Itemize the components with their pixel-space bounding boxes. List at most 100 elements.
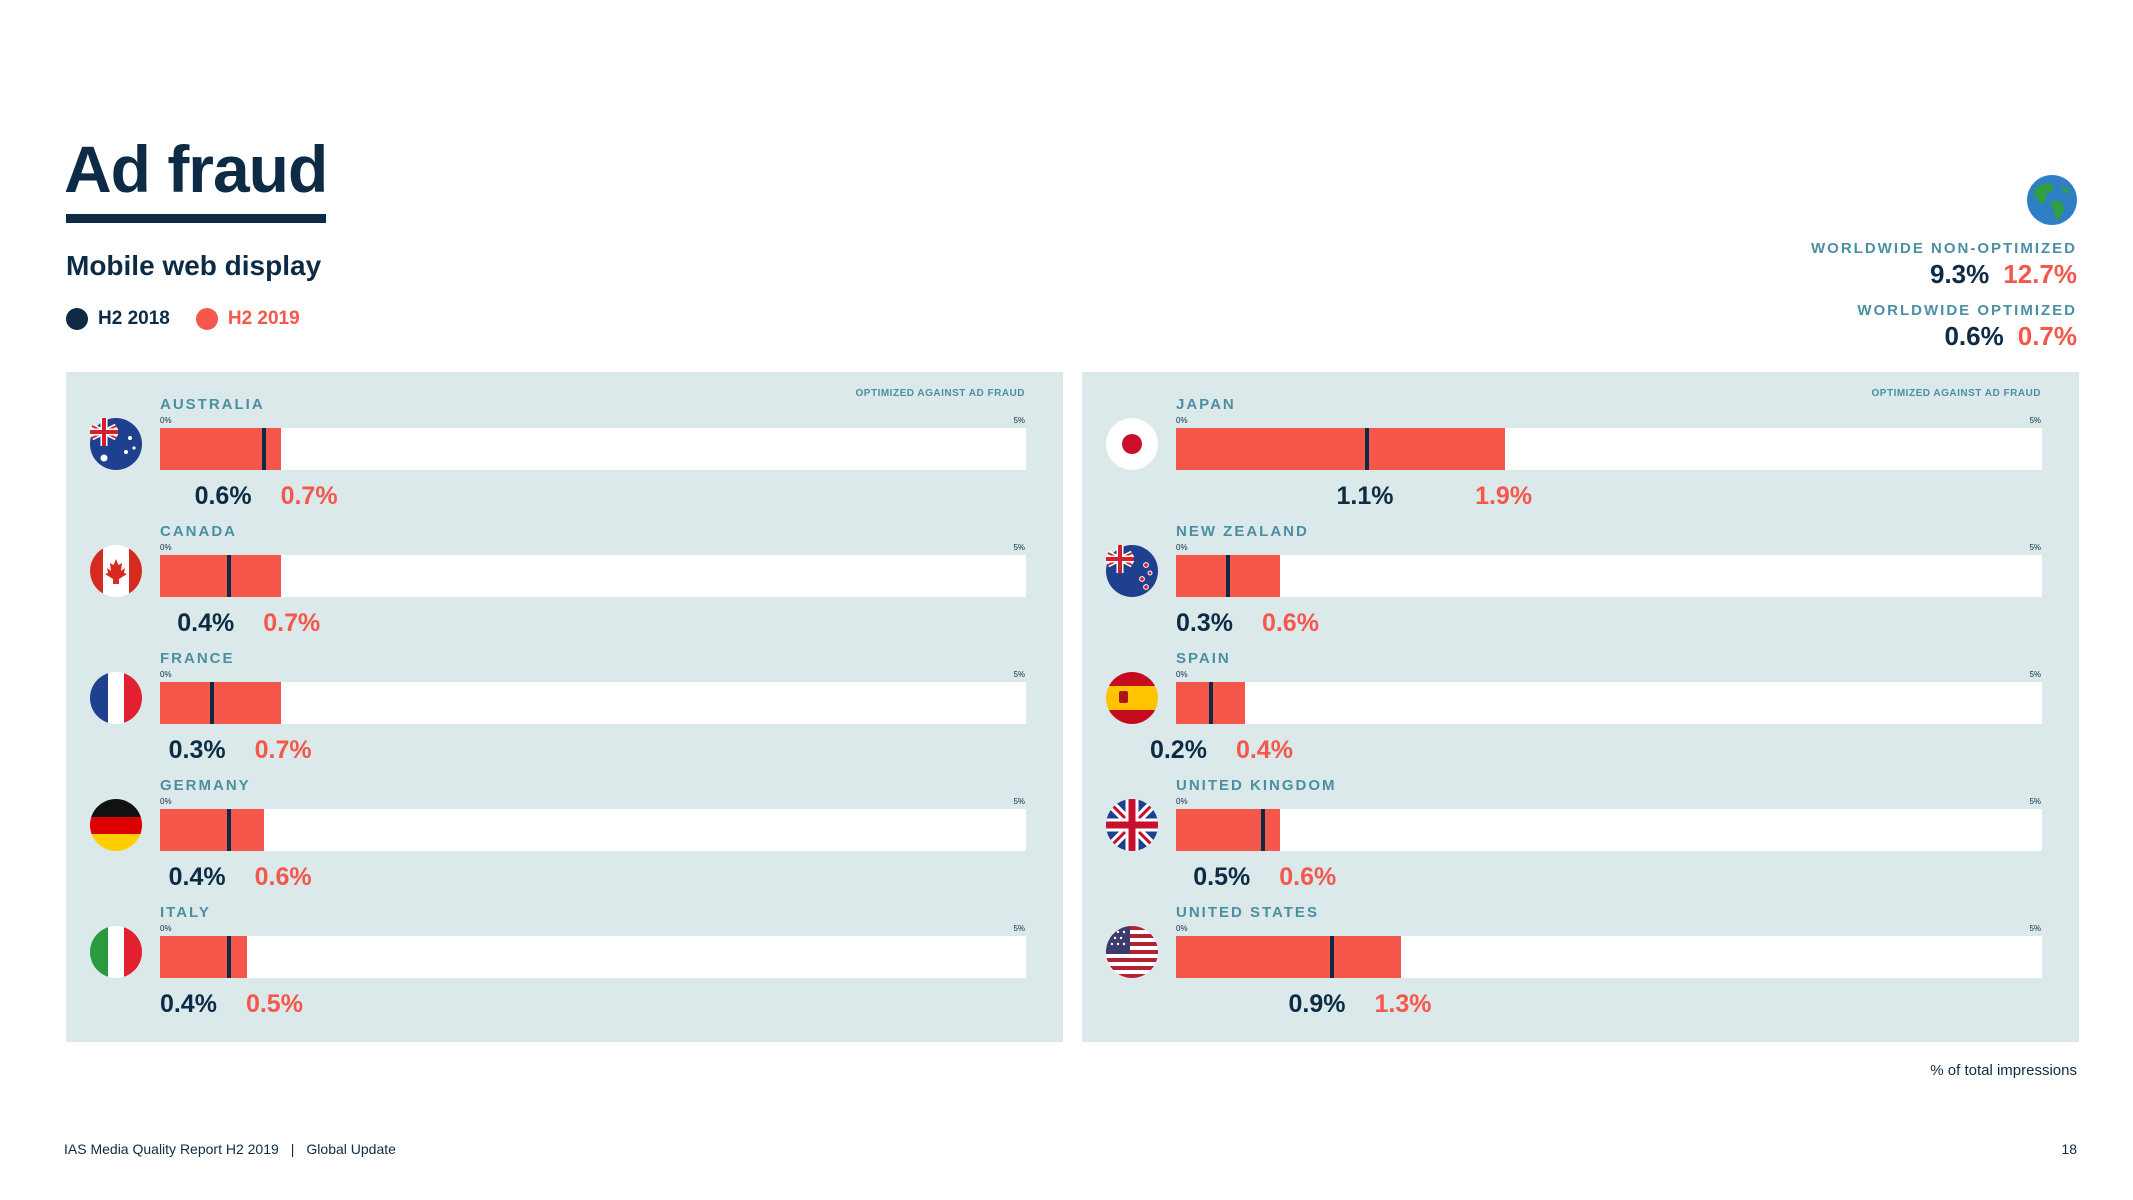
country-label: CANADA xyxy=(160,523,237,540)
bar-track xyxy=(160,936,1026,978)
marker-h2-2018 xyxy=(1260,809,1265,851)
chart-panel-left: OPTIMIZED AGAINST AD FRAUD AUSTRALIA 0% 5%… xyxy=(66,372,1063,1042)
marker-h2-2018 xyxy=(210,682,214,724)
marker-h2-2018 xyxy=(1208,682,1213,724)
axis-tick-end: 5% xyxy=(1013,670,1025,679)
panel-note: OPTIMIZED AGAINST AD FRAUD xyxy=(855,388,1025,399)
value-label-h2-2019: 1.9% xyxy=(1475,482,1533,510)
legend-label-h2-2018: H2 2018 xyxy=(98,308,170,329)
country-label: NEW ZEALAND xyxy=(1176,523,1309,540)
country-row-germany: GERMANY 0% 5% 0.4% 0.6% xyxy=(66,777,1063,905)
legend-item-h2-2018: H2 2018 xyxy=(66,308,170,330)
value-label-h2-2018: 0.3% xyxy=(168,736,226,764)
value-label-h2-2018: 0.6% xyxy=(194,482,252,510)
marker-h2-2018 xyxy=(1226,555,1230,597)
axis-tick-end: 5% xyxy=(2029,797,2041,806)
marker-h2-2018 xyxy=(1329,936,1334,978)
country-label: GERMANY xyxy=(160,777,251,794)
bar-track xyxy=(160,555,1026,597)
value-label-h2-2018: 0.3% xyxy=(1175,609,1233,637)
bar-h2-2019 xyxy=(160,555,282,597)
axis-tick-end: 5% xyxy=(2029,416,2041,425)
worldwide-non-optimized-h2-2018: 9.3% xyxy=(1930,259,1990,289)
footer-separator: | xyxy=(290,1141,295,1157)
bar-h2-2019 xyxy=(160,936,247,978)
axis-tick-start: 0% xyxy=(1176,924,1188,933)
worldwide-optimized-h2-2018: 0.6% xyxy=(1944,321,2004,351)
axis-tick-end: 5% xyxy=(1013,924,1025,933)
axis-tick-start: 0% xyxy=(160,797,172,806)
worldwide-optimized: WORLDWIDE OPTIMIZED 0.6% 0.7% xyxy=(1857,302,2077,352)
bar-h2-2019 xyxy=(160,428,282,470)
country-label: JAPAN xyxy=(1176,396,1236,413)
footer-report: IAS Media Quality Report H2 2019 xyxy=(64,1141,279,1157)
worldwide-optimized-h2-2019: 0.7% xyxy=(2017,321,2077,351)
axis-tick-end: 5% xyxy=(1013,543,1025,552)
legend-label-h2-2019: H2 2019 xyxy=(227,308,300,329)
value-label-h2-2018: 0.9% xyxy=(1288,990,1346,1018)
axis-tick-start: 0% xyxy=(1176,797,1188,806)
marker-h2-2018 xyxy=(1364,428,1369,470)
value-label-h2-2018: 0.5% xyxy=(1193,863,1251,891)
bar-h2-2019 xyxy=(1176,936,1402,978)
marker-h2-2018 xyxy=(227,555,232,597)
value-label-h2-2019: 0.5% xyxy=(245,990,303,1018)
marker-h2-2018 xyxy=(227,809,232,851)
bar-h2-2019 xyxy=(160,809,264,851)
country-row-australia: AUSTRALIA 0% 5% 0.6% 0.7% xyxy=(66,396,1063,524)
country-label: ITALY xyxy=(160,904,211,921)
bar-track xyxy=(160,809,1026,851)
value-label-h2-2019: 0.7% xyxy=(280,482,338,510)
marker-h2-2018 xyxy=(227,936,232,978)
footer-section: Global Update xyxy=(306,1141,396,1157)
bar-h2-2019 xyxy=(160,682,282,724)
value-label-h2-2019: 0.4% xyxy=(1235,736,1293,764)
bar-track xyxy=(160,682,1026,724)
title-underline xyxy=(66,214,326,223)
value-label-h2-2018: 0.4% xyxy=(177,609,235,637)
country-row-italy: ITALY 0% 5% 0.4% 0.5% xyxy=(66,904,1063,1032)
worldwide-non-optimized: WORLDWIDE NON-OPTIMIZED 9.3% 12.7% xyxy=(1811,240,2077,290)
germany-flag-icon xyxy=(90,799,142,851)
country-label: AUSTRALIA xyxy=(160,396,265,413)
bar-track xyxy=(1176,428,2042,470)
worldwide-optimized-values: 0.6% 0.7% xyxy=(1857,321,2077,352)
axis-tick-start: 0% xyxy=(160,670,172,679)
legend-item-h2-2019: H2 2019 xyxy=(195,308,300,330)
legend-swatch-h2-2018 xyxy=(66,308,88,330)
page-subtitle: Mobile web display xyxy=(66,250,322,281)
worldwide-non-optimized-h2-2019: 12.7% xyxy=(2003,259,2077,289)
canada-flag-icon xyxy=(90,545,142,597)
country-row-japan: JAPAN 0% 5% 1.1% 1.9% xyxy=(1082,396,2079,524)
new-zealand-flag-icon xyxy=(1106,545,1158,597)
value-label-h2-2018: 0.4% xyxy=(168,863,226,891)
impressions-footnote: % of total impressions xyxy=(1930,1062,2077,1079)
axis-tick-start: 0% xyxy=(160,543,172,552)
axis-tick-end: 5% xyxy=(2029,924,2041,933)
country-label: UNITED STATES xyxy=(1176,904,1319,921)
value-label-h2-2018: 1.1% xyxy=(1336,482,1394,510)
france-flag-icon xyxy=(90,672,142,724)
axis-tick-end: 5% xyxy=(2029,670,2041,679)
bar-track xyxy=(1176,809,2042,851)
axis-tick-end: 5% xyxy=(2029,543,2041,552)
axis-tick-start: 0% xyxy=(1176,543,1188,552)
italy-flag-icon xyxy=(90,926,142,978)
bar-h2-2019 xyxy=(1176,428,1506,470)
worldwide-non-optimized-label: WORLDWIDE NON-OPTIMIZED xyxy=(1811,240,2077,257)
axis-tick-end: 5% xyxy=(1013,797,1025,806)
country-row-united-kingdom: UNITED KINGDOM 0% 5% 0.5% 0.6% xyxy=(1082,777,2079,905)
panel-note: OPTIMIZED AGAINST AD FRAUD xyxy=(1871,388,2041,399)
australia-flag-icon xyxy=(90,418,142,470)
value-label-h2-2018: 0.2% xyxy=(1149,736,1207,764)
worldwide-non-optimized-values: 9.3% 12.7% xyxy=(1811,259,2077,290)
axis-tick-start: 0% xyxy=(160,924,172,933)
value-label-h2-2019: 0.6% xyxy=(1279,863,1337,891)
value-label-h2-2019: 0.6% xyxy=(1261,609,1319,637)
worldwide-optimized-label: WORLDWIDE OPTIMIZED xyxy=(1857,302,2077,319)
united-states-flag-icon xyxy=(1106,926,1158,978)
bar-track xyxy=(160,428,1026,470)
japan-flag-icon xyxy=(1106,418,1158,470)
value-label-h2-2019: 0.7% xyxy=(254,736,312,764)
country-label: UNITED KINGDOM xyxy=(1176,777,1337,794)
